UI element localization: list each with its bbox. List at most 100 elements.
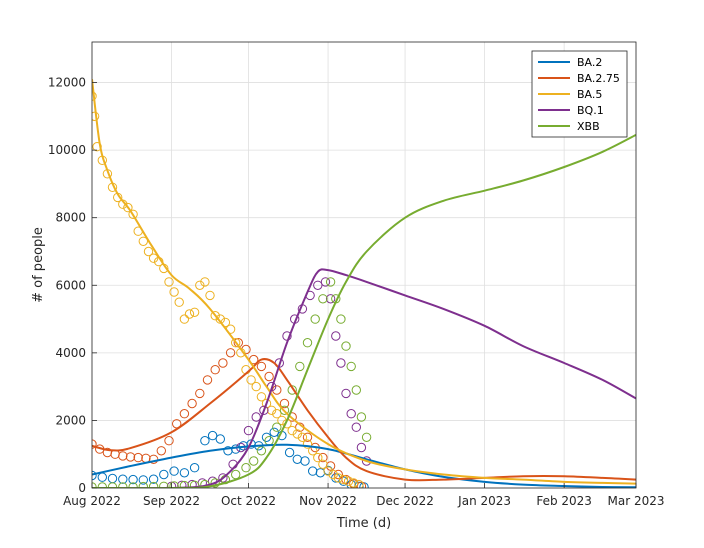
data-point	[128, 209, 138, 220]
legend-label: BA.5	[577, 88, 602, 101]
fit-lines	[92, 79, 636, 488]
x-axis-label: Time (d)	[336, 516, 391, 531]
data-point	[179, 314, 190, 324]
data-point	[284, 447, 295, 458]
y-axis-ticks: 0 2000 4000 6000 8000 10000 12000	[48, 76, 97, 495]
data-point	[164, 436, 174, 446]
data-point	[295, 361, 305, 372]
data-point	[333, 469, 343, 480]
y-tick-label: 2000	[55, 413, 86, 427]
data-point	[259, 405, 269, 415]
data-point	[159, 469, 169, 480]
data-point	[210, 365, 220, 375]
data-point	[338, 474, 349, 485]
data-point	[323, 466, 333, 476]
data-point	[231, 444, 241, 454]
data-point	[346, 361, 356, 372]
data-point	[195, 280, 205, 290]
data-point	[128, 474, 138, 485]
data-point	[202, 375, 213, 385]
x-tick-label: Jan 2023	[457, 494, 511, 508]
data-point	[336, 358, 346, 368]
data-point	[187, 398, 197, 409]
data-point	[272, 409, 282, 419]
data-point	[256, 446, 267, 456]
data-point	[207, 430, 218, 441]
data-point	[325, 277, 336, 287]
data-point	[125, 452, 136, 462]
y-tick-label: 6000	[55, 278, 86, 292]
axes-box	[91, 41, 637, 489]
data-point	[318, 294, 328, 304]
data-point	[310, 314, 320, 324]
data-point	[343, 476, 354, 486]
series-ba-5-line	[92, 79, 636, 485]
y-tick-label: 10000	[48, 143, 86, 157]
x-tick-label: Mar 2023	[608, 494, 665, 508]
data-point	[200, 277, 210, 287]
data-point	[251, 381, 261, 392]
data-point	[261, 398, 272, 409]
data-point	[256, 361, 267, 372]
data-point	[292, 429, 302, 439]
data-point	[200, 436, 210, 446]
data-point	[210, 311, 220, 321]
data-point	[159, 481, 169, 488]
data-point	[133, 452, 143, 463]
data-point	[272, 385, 282, 395]
data-point	[189, 463, 200, 473]
data-point	[174, 297, 184, 307]
data-point	[325, 294, 336, 304]
data-point	[261, 432, 272, 442]
data-point	[341, 388, 351, 399]
data-point	[156, 446, 167, 456]
y-axis-label: # of people	[31, 227, 46, 303]
data-point	[97, 482, 107, 488]
x-tick-label: Feb 2023	[536, 494, 592, 508]
data-point	[118, 451, 128, 461]
data-point	[179, 480, 190, 488]
data-point	[231, 338, 241, 348]
data-point	[179, 468, 190, 478]
data-point	[297, 432, 308, 442]
legend-label: BQ.1	[577, 104, 604, 117]
data-point	[336, 314, 346, 324]
x-axis-ticks: Aug 2022 Sep 2022 Oct 2022 Nov 2022 Dec 2022…	[63, 483, 665, 508]
data-point	[123, 202, 133, 213]
data-point	[269, 427, 279, 437]
y-tick-label: 4000	[55, 346, 86, 360]
data-point	[169, 466, 179, 476]
legend-label: BA.2.75	[577, 72, 620, 85]
data-point	[302, 432, 313, 442]
data-point	[243, 425, 254, 436]
data-point	[279, 398, 290, 409]
data-point	[341, 341, 351, 351]
data-point	[205, 290, 215, 301]
data-point	[266, 405, 277, 415]
data-point	[187, 479, 197, 488]
data-point	[300, 456, 310, 466]
data-point	[169, 287, 179, 297]
y-tick-label: 8000	[55, 211, 86, 225]
series-ba-2-75-line	[92, 358, 636, 482]
data-point	[128, 482, 138, 488]
series-bq-1-line	[92, 268, 636, 488]
data-layer	[92, 79, 636, 488]
data-point	[210, 478, 220, 488]
data-point	[218, 358, 228, 368]
series-xbb-markers	[92, 277, 372, 488]
data-point	[189, 307, 200, 317]
data-point	[328, 469, 338, 480]
data-point	[249, 456, 259, 466]
data-point	[302, 338, 313, 348]
series-ba-2-line	[92, 443, 636, 488]
data-point	[356, 412, 367, 422]
data-point	[356, 481, 367, 488]
data-point	[272, 422, 282, 432]
data-point	[184, 309, 195, 319]
data-point	[148, 481, 159, 488]
legend: BA.2 BA.2.75 BA.5 BQ.1 XBB	[531, 50, 628, 138]
data-point	[320, 277, 331, 287]
data-point	[143, 246, 154, 257]
data-point	[177, 480, 187, 488]
